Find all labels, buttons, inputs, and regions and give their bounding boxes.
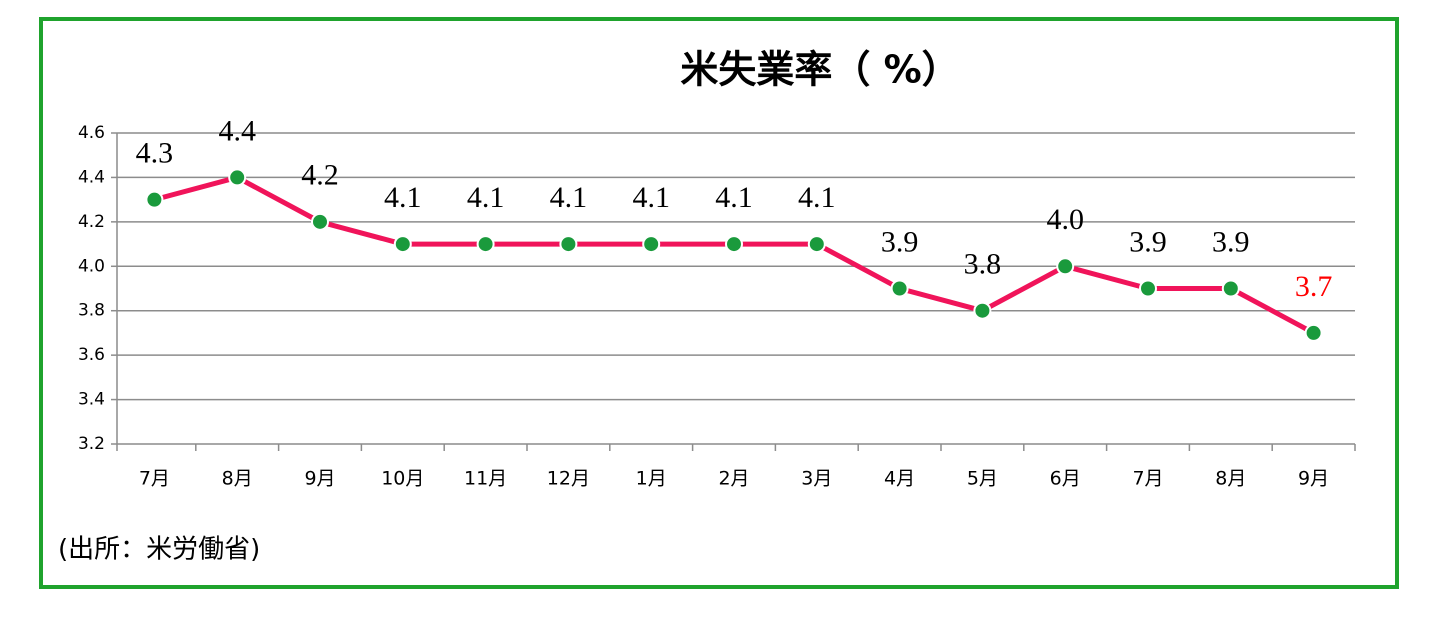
x-tick-label: 7月 [139, 468, 170, 490]
marker [311, 212, 329, 231]
value-label: 4.3 [136, 137, 174, 170]
x-tick-label: 1月 [636, 468, 667, 490]
x-tick-label: 4月 [884, 468, 915, 490]
marker [393, 235, 412, 254]
x-tick-label: 9月 [304, 468, 335, 490]
value-label: 3.8 [964, 248, 1002, 281]
value-label: 4.4 [218, 114, 256, 147]
x-tick-label: 6月 [1050, 468, 1081, 490]
y-tick-label: 4.6 [78, 123, 105, 143]
y-tick-label: 3.2 [78, 434, 105, 454]
x-tick-label: 5月 [967, 468, 998, 490]
value-label: 4.1 [384, 181, 422, 214]
marker [1056, 257, 1075, 276]
value-label: 4.1 [550, 181, 588, 214]
value-label: 4.1 [632, 181, 670, 214]
marker [725, 235, 743, 254]
value-label: 4.2 [301, 159, 339, 192]
marker [1221, 279, 1240, 298]
marker [973, 301, 992, 320]
marker [890, 279, 909, 298]
value-label: 3.9 [1212, 225, 1250, 258]
x-tick-label: 3月 [801, 468, 832, 490]
x-tick-label: 10月 [381, 468, 424, 490]
marker [1304, 323, 1323, 342]
value-label: 4.0 [1046, 203, 1084, 236]
x-tick-label: 9月 [1298, 468, 1329, 490]
marker [559, 235, 578, 254]
x-tick-label: 7月 [1132, 468, 1163, 490]
y-tick-label: 3.4 [78, 390, 105, 410]
y-tick-label: 4.0 [78, 256, 105, 276]
chart-title: 米失業率（ %） [680, 48, 959, 92]
x-tick-label: 11月 [464, 468, 507, 490]
y-tick-label: 3.6 [78, 345, 105, 365]
source-note: (出所：米労働省) [58, 535, 260, 565]
marker [1139, 279, 1157, 298]
value-label: 3.9 [881, 225, 919, 258]
x-tick-label: 12月 [547, 468, 590, 490]
marker [145, 190, 164, 209]
frame [39, 17, 1399, 589]
value-label: 4.1 [467, 181, 505, 214]
marker [807, 235, 826, 254]
value-label: 3.9 [1129, 225, 1167, 258]
value-label: 4.1 [798, 181, 836, 214]
marker [642, 235, 661, 254]
value-label: 4.1 [715, 181, 753, 214]
y-tick-label: 4.2 [78, 212, 105, 232]
x-tick-label: 2月 [718, 468, 749, 490]
marker [228, 168, 247, 187]
y-tick-label: 4.4 [78, 167, 105, 187]
x-tick-label: 8月 [222, 468, 253, 490]
x-tick-label: 8月 [1215, 468, 1246, 490]
y-tick-label: 3.8 [78, 301, 105, 321]
marker [476, 235, 495, 254]
value-label: 3.7 [1295, 270, 1333, 303]
